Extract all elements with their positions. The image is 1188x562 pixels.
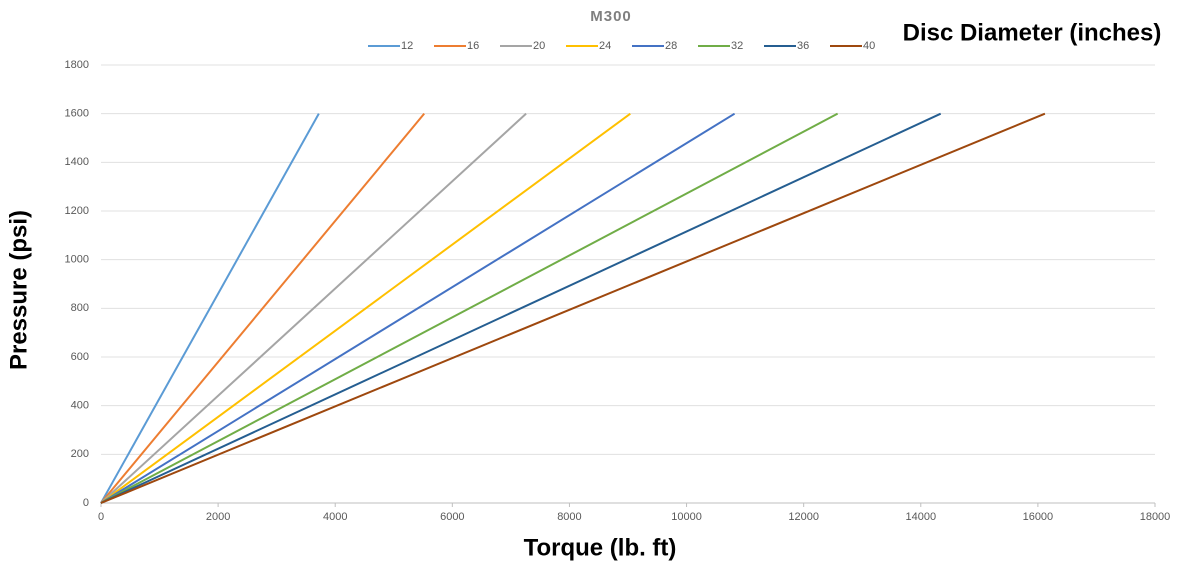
x-tick-label: 14000 — [905, 511, 936, 523]
legend-title: Disc Diameter (inches) — [903, 19, 1162, 46]
series-line — [100, 113, 320, 504]
series-line — [100, 112, 631, 504]
x-tick-label: 4000 — [323, 511, 347, 523]
y-tick-label: 1400 — [65, 156, 89, 168]
legend-label: 32 — [731, 40, 743, 52]
y-tick-label: 1800 — [65, 59, 89, 71]
x-tick-label: 2000 — [206, 511, 230, 523]
series-line — [100, 112, 736, 504]
series-line — [100, 112, 839, 504]
series-line — [100, 112, 942, 504]
legend-label: 28 — [665, 40, 677, 52]
series-line — [100, 112, 527, 504]
legend-label: 12 — [401, 40, 413, 52]
legend-label: 40 — [863, 40, 875, 52]
series-line — [100, 112, 1046, 504]
y-tick-label: 0 — [83, 497, 89, 509]
x-axis-label: Torque (lb. ft) — [524, 534, 677, 561]
x-tick-label: 8000 — [557, 511, 581, 523]
y-tick-label: 800 — [71, 302, 89, 314]
y-axis-label: Pressure (psi) — [5, 210, 32, 370]
y-tick-label: 1600 — [65, 108, 89, 120]
legend-label: 16 — [467, 40, 479, 52]
x-tick-label: 18000 — [1140, 511, 1171, 523]
y-tick-label: 1200 — [65, 205, 89, 217]
y-tick-label: 400 — [71, 400, 89, 412]
legend-label: 36 — [797, 40, 809, 52]
x-tick-label: 12000 — [788, 511, 819, 523]
y-tick-label: 600 — [71, 351, 89, 363]
legend-label: 20 — [533, 40, 545, 52]
legend-label: 24 — [599, 40, 611, 52]
x-tick-label: 6000 — [440, 511, 464, 523]
x-tick-label: 16000 — [1023, 511, 1054, 523]
x-tick-label: 10000 — [671, 511, 702, 523]
series-line — [100, 113, 425, 504]
x-tick-label: 0 — [98, 511, 104, 523]
y-tick-label: 1000 — [65, 254, 89, 266]
chart-title: M300 — [590, 8, 632, 25]
y-tick-label: 200 — [71, 448, 89, 460]
